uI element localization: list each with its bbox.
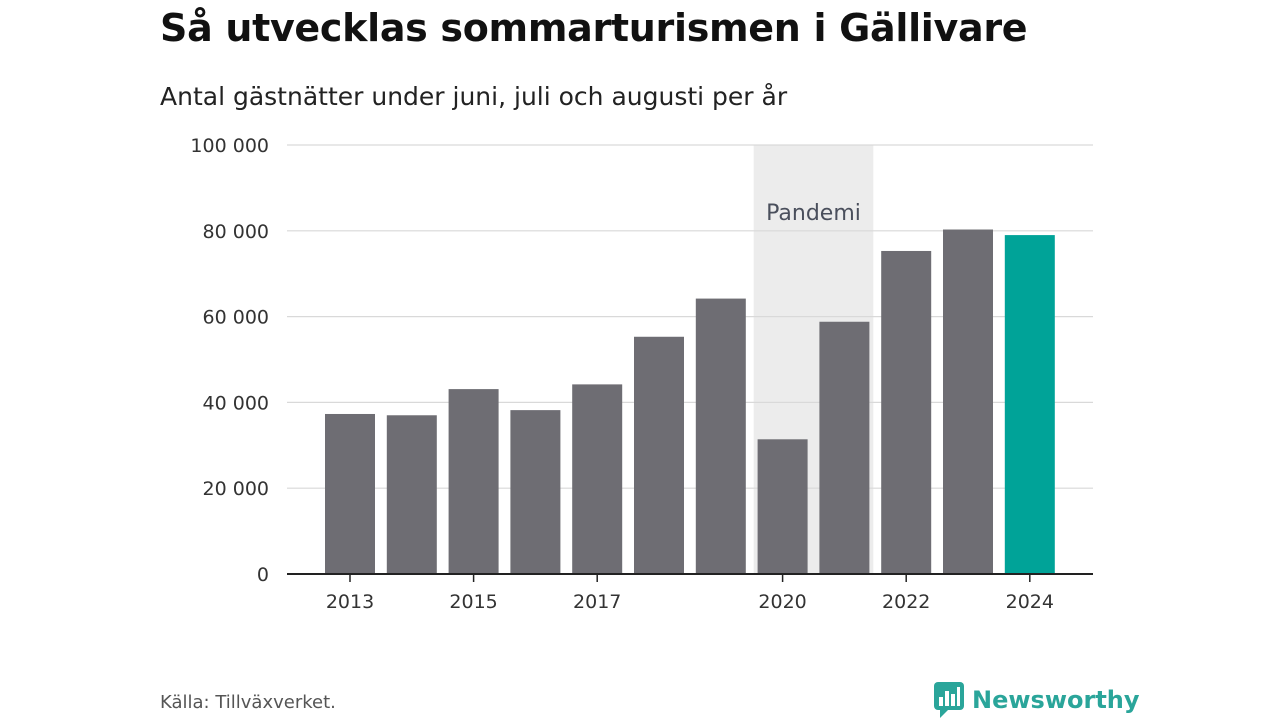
bar [819, 321, 870, 574]
bar [695, 298, 746, 574]
x-tick-label: 2017 [573, 591, 621, 613]
bar [881, 250, 932, 574]
brand-name: Newsworthy [972, 686, 1140, 714]
chart-subtitle: Antal gästnätter under juni, juli och au… [160, 82, 788, 111]
bar-highlight [1004, 235, 1055, 574]
y-tick-label: 100 000 [190, 135, 269, 157]
newsworthy-logo-icon [934, 682, 964, 718]
y-tick-label: 60 000 [203, 307, 269, 329]
x-tick-label: 2024 [1006, 591, 1054, 613]
chart-title: Så utvecklas sommarturismen i Gällivare [160, 6, 1028, 50]
brand-logo: Newsworthy [934, 682, 1140, 718]
source-note: Källa: Tillväxverket. [160, 692, 336, 713]
bar [634, 336, 684, 574]
bar [386, 415, 437, 574]
y-tick-label: 40 000 [203, 392, 269, 414]
x-tick-label: 2020 [758, 591, 806, 613]
pandemic-label: Pandemi [766, 201, 861, 226]
x-tick-label: 2022 [882, 591, 930, 613]
bar [325, 413, 375, 574]
bar [448, 389, 499, 574]
bar [572, 384, 623, 574]
x-tick-label: 2013 [326, 591, 374, 613]
y-tick-label: 0 [257, 564, 269, 586]
x-tick-label: 2015 [449, 591, 497, 613]
y-tick-label: 80 000 [203, 221, 269, 243]
bar [757, 439, 808, 574]
y-tick-label: 20 000 [203, 478, 269, 500]
bar [510, 410, 561, 574]
bar [943, 229, 993, 574]
